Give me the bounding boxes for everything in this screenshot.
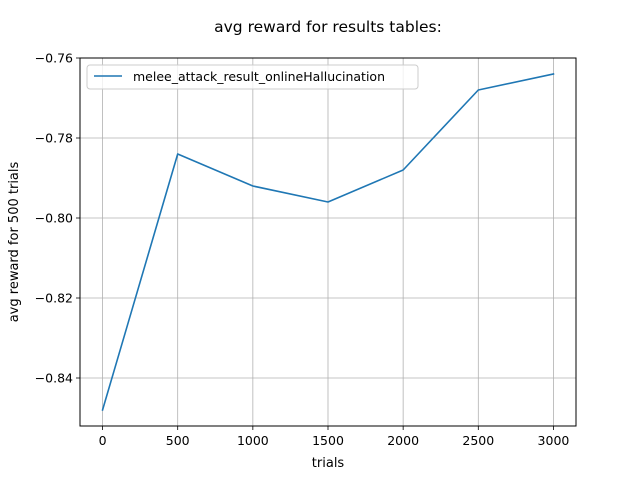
x-tick-label: 3000 <box>538 433 570 448</box>
x-tick-label: 0 <box>99 433 107 448</box>
y-tick-label: −0.80 <box>35 211 73 226</box>
x-tick-label: 1000 <box>237 433 269 448</box>
grid-lines <box>80 57 576 426</box>
x-tick-label: 1500 <box>312 433 344 448</box>
y-tick-label: −0.78 <box>35 131 73 146</box>
y-tick-label: −0.76 <box>35 51 73 66</box>
x-tick-label: 2000 <box>387 433 419 448</box>
legend-label: melee_attack_result_onlineHallucination <box>133 69 385 84</box>
series-layer <box>101 73 555 411</box>
x-tick-label: 2500 <box>462 433 494 448</box>
y-axis-label: avg reward for 500 trials <box>7 161 22 322</box>
x-axis-ticks: 0 500 1000 1500 2000 2500 3000 <box>99 426 570 448</box>
series-line-0 <box>101 73 555 411</box>
y-tick-label: −0.84 <box>35 371 73 386</box>
legend-box <box>86 64 419 90</box>
x-tick-label: 500 <box>166 433 190 448</box>
y-tick-label: −0.82 <box>35 291 73 306</box>
y-axis-ticks: −0.84 −0.82 −0.80 −0.78 −0.76 <box>35 51 80 386</box>
x-axis-label: trials <box>312 456 345 471</box>
chart-title: avg reward for results tables: <box>214 18 442 36</box>
legend: melee_attack_result_onlineHallucination <box>86 64 419 90</box>
